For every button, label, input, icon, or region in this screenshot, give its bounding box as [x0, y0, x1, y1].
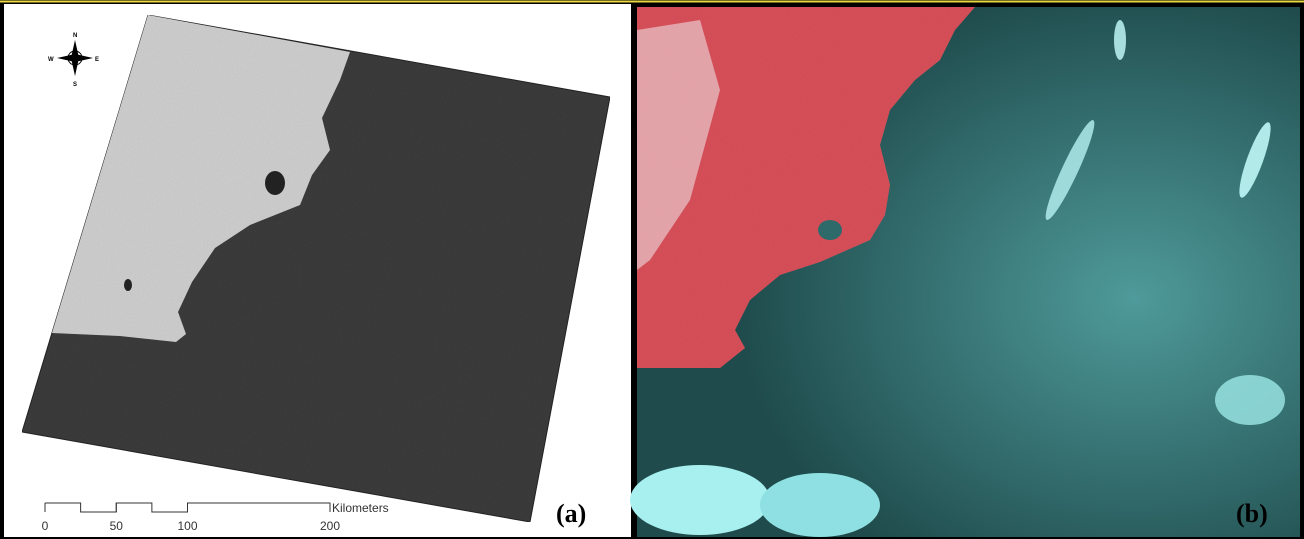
compass-south: S: [73, 82, 77, 88]
scale-tick-label: 0: [42, 519, 49, 533]
figure: N E S W 0 50 100 200 Kilometers (a) (b): [0, 0, 1304, 539]
cloud: [1114, 20, 1126, 60]
lagoon: [818, 220, 842, 240]
compass-east: E: [95, 57, 99, 63]
lagoon: [124, 279, 132, 291]
compass-west: W: [48, 57, 54, 63]
panel-label: (b): [1236, 499, 1268, 528]
compass-north: N: [73, 33, 77, 39]
scale-tick-label: 50: [110, 519, 124, 533]
scale-tick-label: 200: [320, 519, 340, 533]
panel-label: (a): [556, 499, 586, 528]
panel-a: N E S W 0 50 100 200 Kilometers (a): [4, 4, 631, 537]
lagoon: [265, 171, 285, 195]
panel-b: (b): [630, 7, 1300, 537]
cloud: [1215, 375, 1285, 425]
cloud: [630, 465, 770, 535]
scale-tick-label: 100: [177, 519, 197, 533]
cloud: [760, 473, 880, 537]
page: {"panel_a": {"label": "(a)", "compass": …: [0, 0, 1304, 539]
scale-unit: Kilometers: [332, 501, 389, 515]
